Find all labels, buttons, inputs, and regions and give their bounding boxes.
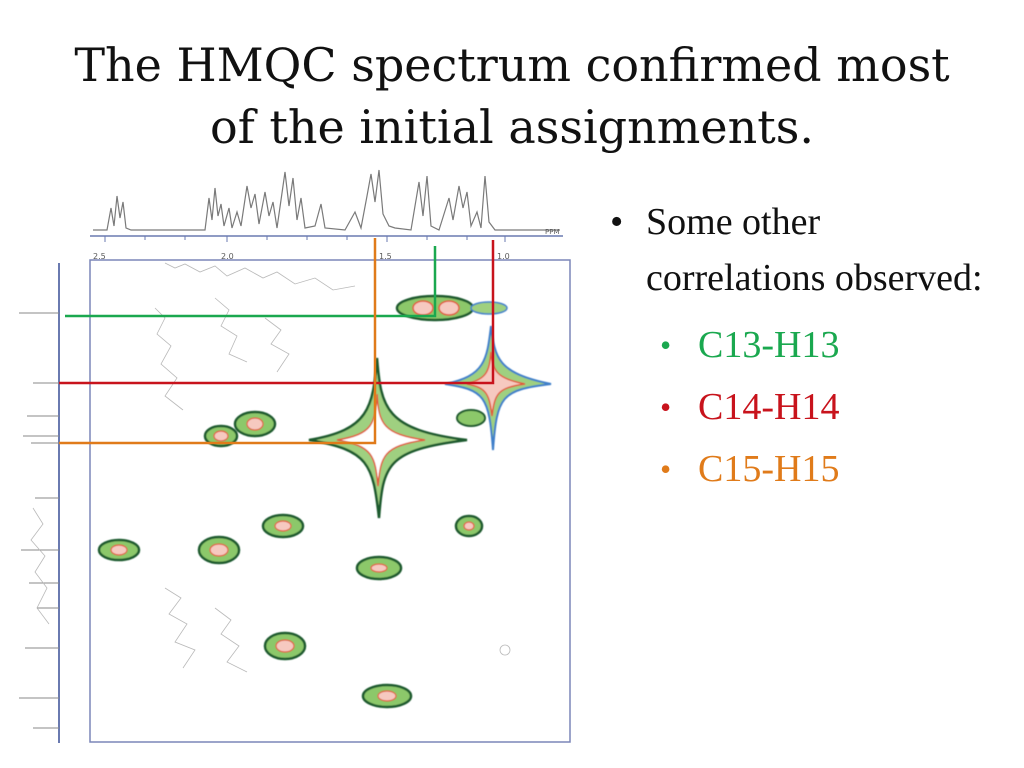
bullet-main: • Some other correlations observed: (608, 194, 1008, 306)
peak-singles (97, 513, 484, 709)
peak-c14 (444, 325, 552, 451)
tick-label-right2: 1.0 (497, 252, 510, 261)
correlation-lines (59, 238, 495, 445)
c15-line (59, 238, 377, 445)
slide-title: The HMQC spectrum confirmed most of the … (0, 34, 1024, 158)
top-1d-spectrum (93, 169, 560, 231)
sub-bullet-c15: • C15-H15 (608, 438, 1008, 500)
left-1d-spectrum (19, 263, 60, 743)
hmqc-spectrum-image: 2.5 2.0 1.5 1.0 PPM (19, 169, 571, 743)
bullet-dot-icon: • (660, 327, 672, 363)
sub-bullet-c14: • C14-H14 (608, 376, 1008, 438)
tick-label-mid: 2.0 (221, 252, 234, 261)
sub-bullet-label: C13-H13 (698, 324, 840, 366)
sub-bullet-list: • C13-H13 • C14-H14 • C15-H15 (608, 314, 1008, 500)
bullet-list: • Some other correlations observed: • C1… (608, 194, 1008, 500)
axis-unit-label: PPM (545, 228, 559, 236)
noise-contours (30, 262, 511, 673)
c14-line (59, 240, 495, 385)
title-line-1: The HMQC spectrum confirmed most (74, 38, 950, 92)
top-axis: 2.5 2.0 1.5 1.0 PPM (90, 228, 563, 261)
plot-frame (89, 259, 571, 743)
peak-pair-left (203, 410, 277, 448)
tick-label-right1: 1.5 (379, 252, 392, 261)
tick-label-left: 2.5 (93, 252, 106, 261)
peak-c15 (308, 357, 468, 519)
sub-bullet-label: C15-H15 (698, 448, 840, 490)
bullet-dot-icon: • (660, 389, 672, 425)
cross-peaks (97, 294, 552, 709)
c13-line (65, 246, 437, 318)
sub-bullet-c13: • C13-H13 (608, 314, 1008, 376)
bullet-dot-icon: • (610, 201, 624, 243)
sub-bullet-label: C14-H14 (698, 386, 840, 428)
bullet-main-text: Some other correlations observed: (646, 201, 983, 299)
bullet-dot-icon: • (660, 451, 672, 487)
title-line-2: of the initial assignments. (210, 100, 814, 154)
